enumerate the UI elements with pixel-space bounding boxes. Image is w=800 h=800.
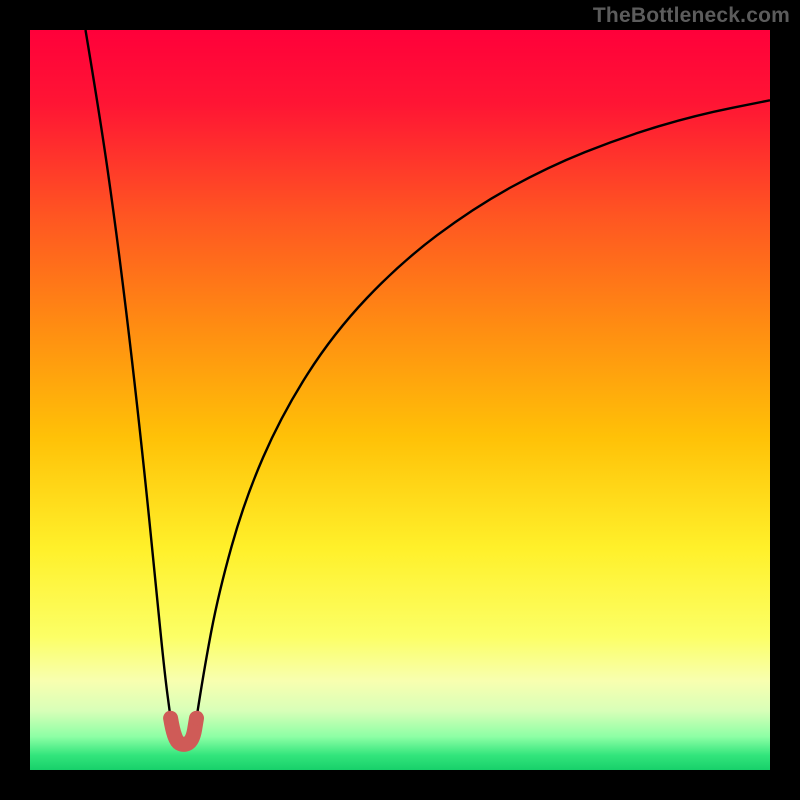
gradient-background [30,30,770,770]
bottleneck-chart [0,0,800,800]
source-watermark: TheBottleneck.com [593,4,790,28]
chart-stage: TheBottleneck.com [0,0,800,800]
trough-dot [164,711,178,725]
trough-dot [190,711,204,725]
